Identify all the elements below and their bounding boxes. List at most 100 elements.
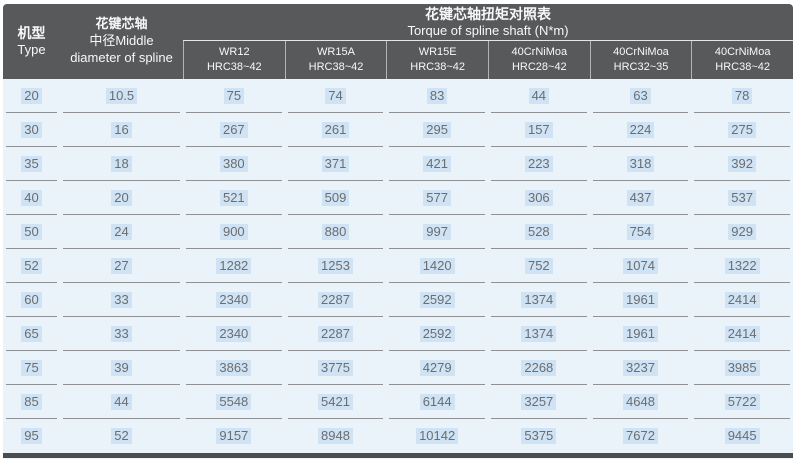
cell-value: 2287 [318, 326, 353, 342]
cell-diameter: 33 [60, 317, 183, 351]
cell-diameter: 33 [60, 283, 183, 317]
cell-torque-value: 1074 [590, 249, 692, 283]
cell-value: 2340 [216, 292, 252, 308]
cell-value: 20 [21, 88, 42, 104]
cell-value: 16 [111, 122, 132, 138]
cell-diameter: 24 [60, 215, 183, 249]
cell-value: 35 [21, 156, 42, 172]
cell-torque-value: 2287 [285, 317, 387, 351]
cell-torque-value: 421 [386, 147, 488, 181]
cell-value: 261 [321, 122, 350, 138]
cell-type: 40 [3, 181, 60, 215]
cell-torque-value: 1961 [590, 283, 692, 317]
cell-value: 371 [321, 156, 350, 172]
cell-torque-value: 521 [183, 181, 285, 215]
cell-diameter: 27 [60, 249, 183, 283]
table-title-en: Torque of spline shaft (N*m) [407, 22, 569, 38]
cell-diameter: 10.5 [60, 79, 183, 113]
header-diameter-line2: 中径Middle [89, 33, 154, 49]
cell-torque-value: 2340 [183, 283, 285, 317]
header-diameter-line3: diameter of spline [70, 49, 173, 65]
table-row: 40 20 521 509 577 306 437 537 [3, 181, 793, 215]
table-row: 52 27 1282 1253 1420 752 1074 1322 [3, 249, 793, 283]
cell-torque-value: 3985 [691, 351, 793, 385]
torque-column-name: 40CrNiMoa [511, 46, 568, 59]
cell-value: 997 [423, 224, 451, 240]
cell-torque-value: 900 [183, 215, 285, 249]
cell-torque-value: 8948 [285, 419, 387, 453]
cell-torque-value: 1253 [285, 249, 387, 283]
torque-column-hrc: HRC38~42 [308, 61, 364, 73]
cell-torque-value: 392 [691, 147, 793, 181]
cell-value: 267 [219, 122, 248, 138]
table-row: 95 52 9157 8948 10142 5375 7672 9445 [3, 419, 793, 453]
torque-column-header: WR12 HRC38~42 [183, 41, 285, 79]
cell-type: 75 [3, 351, 60, 385]
cell-value: 2287 [318, 292, 353, 308]
torque-column-header: 40CrNiMoa HRC28~42 [487, 41, 590, 79]
cell-value: 5375 [521, 428, 557, 444]
torque-column-hrc: HRC38~42 [410, 61, 466, 73]
cell-torque-value: 63 [590, 79, 692, 113]
cell-value: 6144 [419, 394, 455, 410]
cell-value: 577 [423, 190, 451, 206]
torque-column-header: 40CrNiMoa HRC32~35 [589, 41, 692, 79]
cell-torque-value: 306 [488, 181, 590, 215]
cell-type: 30 [3, 113, 60, 147]
cell-value: 10.5 [105, 88, 138, 104]
table-bottom-padding [3, 458, 793, 459]
table-row: 60 33 2340 2287 2592 1374 1961 2414 [3, 283, 793, 317]
cell-value: 3257 [521, 394, 557, 410]
cell-value: 380 [219, 156, 248, 172]
cell-value: 2414 [724, 292, 760, 308]
torque-column-name: WR12 [219, 46, 250, 59]
cell-torque-value: 754 [590, 215, 692, 249]
cell-value: 3237 [623, 360, 658, 376]
torque-column-hrc: HRC28~42 [511, 61, 567, 73]
cell-value: 44 [111, 394, 132, 410]
cell-value: 95 [21, 428, 42, 444]
cell-value: 1961 [623, 326, 658, 342]
cell-value: 74 [325, 88, 346, 104]
cell-value: 392 [728, 156, 756, 172]
cell-value: 1374 [521, 326, 557, 342]
cell-value: 7672 [623, 428, 658, 444]
cell-type: 85 [3, 385, 60, 419]
cell-value: 1374 [521, 292, 557, 308]
cell-value: 752 [524, 258, 553, 274]
cell-value: 5421 [318, 394, 353, 410]
cell-diameter: 18 [60, 147, 183, 181]
table-body: 20 10.5 75 74 83 44 63 78 30 16 267 261 295 157 224 275… [3, 79, 793, 453]
cell-torque-value: 75 [183, 79, 285, 113]
cell-value: 63 [630, 88, 651, 104]
cell-torque-value: 1961 [590, 317, 692, 351]
cell-value: 5722 [724, 394, 760, 410]
header-type-en: Type [17, 42, 46, 58]
cell-value: 3775 [318, 360, 353, 376]
cell-type: 20 [3, 79, 60, 113]
torque-column-header: WR15E HRC38~42 [386, 41, 488, 79]
torque-column-name: WR15A [317, 46, 355, 59]
cell-torque-value: 1374 [488, 317, 590, 351]
cell-torque-value: 4648 [590, 385, 692, 419]
cell-torque-value: 275 [691, 113, 793, 147]
cell-value: 1420 [419, 258, 455, 274]
cell-value: 3863 [216, 360, 252, 376]
cell-torque-value: 537 [691, 181, 793, 215]
cell-value: 5548 [216, 394, 252, 410]
cell-torque-value: 5421 [285, 385, 387, 419]
cell-type: 65 [3, 317, 60, 351]
cell-torque-value: 157 [488, 113, 590, 147]
cell-torque-value: 223 [488, 147, 590, 181]
cell-value: 10142 [416, 428, 459, 444]
cell-type: 60 [3, 283, 60, 317]
table-header: 机型 Type 花键芯轴 中径Middle diameter of spline… [3, 4, 793, 79]
cell-value: 30 [21, 122, 42, 138]
cell-torque-value: 3237 [590, 351, 692, 385]
cell-torque-value: 509 [285, 181, 387, 215]
cell-value: 421 [423, 156, 451, 172]
cell-torque-value: 997 [386, 215, 488, 249]
table-title: 花键芯轴扭矩对照表 Torque of spline shaft (N*m) [183, 4, 793, 41]
cell-value: 306 [524, 190, 553, 206]
cell-torque-value: 577 [386, 181, 488, 215]
